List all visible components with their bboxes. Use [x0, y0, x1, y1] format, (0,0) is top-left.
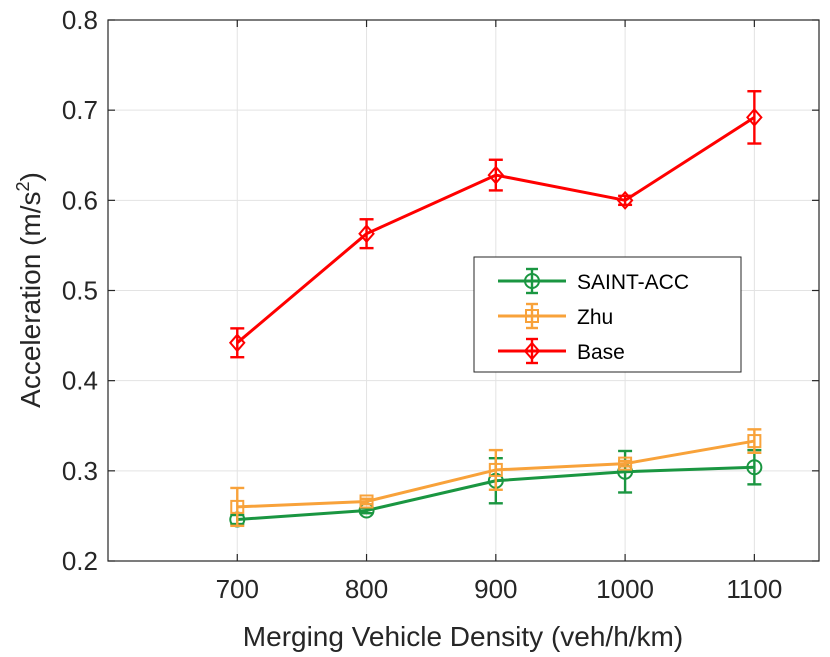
y-axis-label-main: Acceleration (m/s [15, 192, 46, 408]
data-point [228, 333, 246, 353]
legend-label: Base [577, 341, 625, 364]
error-bar [230, 327, 245, 359]
series-base [228, 90, 763, 359]
y-axis-label-suffix: ) [15, 172, 46, 181]
legend-label: SAINT-ACC [577, 271, 689, 294]
x-tick-label: 1000 [596, 574, 654, 604]
legend-item: Zhu [498, 302, 613, 330]
x-tick-label: 700 [216, 574, 259, 604]
legend-marker [525, 309, 539, 323]
error-bar [488, 158, 503, 192]
y-tick-label: 0.3 [62, 456, 98, 486]
error-bar [618, 194, 633, 207]
data-point [746, 107, 763, 127]
x-axis-label: Merging Vehicle Density (veh/h/km) [243, 621, 683, 652]
data-point [618, 456, 633, 471]
legend-label: Zhu [577, 306, 613, 329]
data-point [487, 165, 505, 185]
x-tick-label: 1100 [726, 574, 782, 604]
series-zhu [230, 428, 762, 528]
error-bar [618, 459, 633, 468]
data-point [359, 494, 374, 509]
y-tick-label: 0.6 [62, 185, 98, 215]
data-point [488, 462, 503, 477]
legend-item: SAINT-ACC [498, 267, 689, 295]
data-point [230, 499, 245, 514]
y-tick-label: 0.7 [62, 95, 98, 125]
legend-marker [524, 273, 540, 289]
legend: SAINT-ACC Zhu Base [473, 256, 742, 373]
y-tick-label: 0.4 [62, 366, 98, 396]
error-bar [359, 497, 374, 506]
legend-marker [523, 341, 541, 361]
y-tick-label: 0.8 [62, 5, 98, 35]
x-tick-label: 900 [474, 574, 517, 604]
y-axis-label: Acceleration (m/s2) [13, 172, 46, 408]
y-tick-label: 0.2 [62, 546, 98, 576]
legend-item: Base [498, 337, 625, 365]
x-axis: 700 800 900 1000 1100 [216, 20, 782, 604]
data-point [746, 459, 763, 476]
error-bar [488, 448, 503, 491]
data-point [616, 190, 634, 210]
y-axis-label-superscript: 2 [13, 182, 33, 192]
data-point [747, 434, 762, 449]
series-layer [228, 90, 763, 528]
y-tick-label: 0.5 [62, 276, 98, 306]
x-tick-label: 800 [345, 574, 388, 604]
y-axis: 0.2 0.3 0.4 0.5 0.6 0.7 0.8 [62, 5, 819, 576]
error-bar [230, 486, 245, 528]
error-bar [747, 428, 762, 454]
data-point [358, 224, 375, 244]
error-bar [359, 218, 374, 250]
error-bar [747, 90, 762, 145]
